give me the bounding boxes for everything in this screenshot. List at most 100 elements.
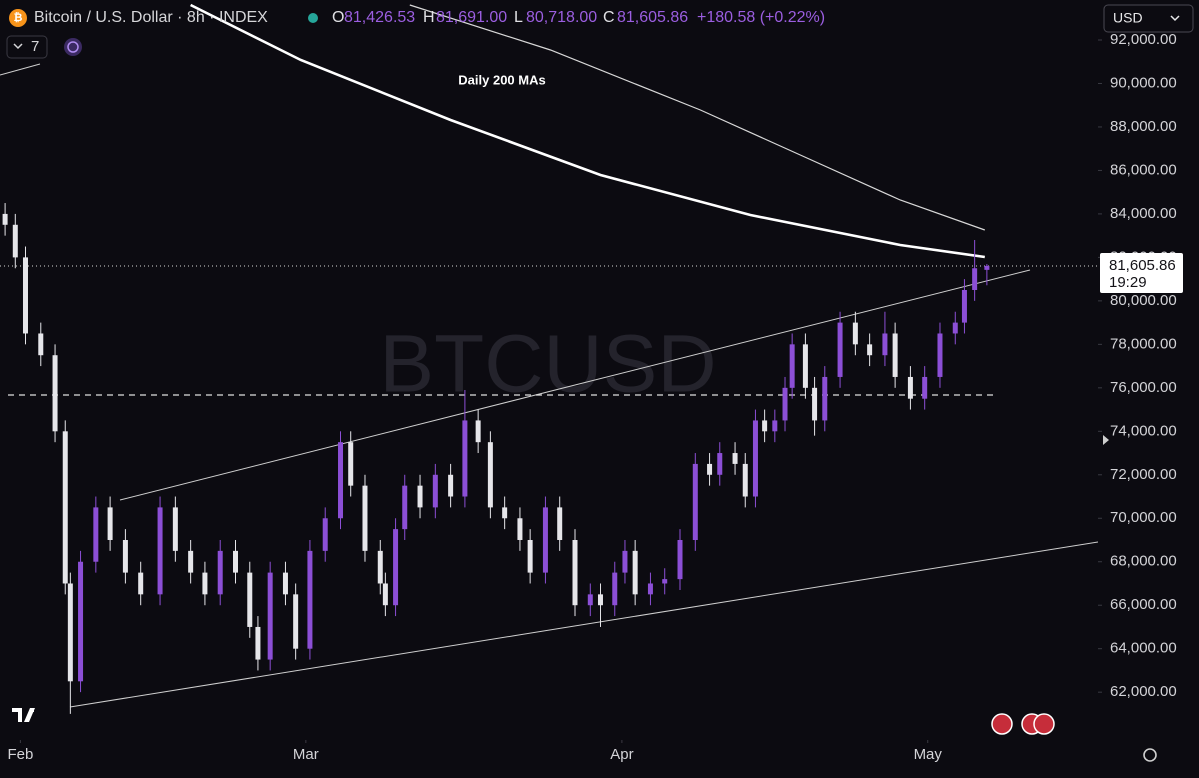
flag <box>1033 713 1055 735</box>
ohlc-value: 81,691.00 <box>436 9 507 26</box>
candle-body <box>393 529 399 606</box>
ohlc-key: L <box>514 9 523 26</box>
candle-body <box>402 485 408 530</box>
candle-body <box>882 333 888 356</box>
y-tick-label: 80,000.00 <box>1110 292 1177 309</box>
candle-body <box>742 463 748 497</box>
y-tick-label: 70,000.00 <box>1110 509 1177 526</box>
candle-body <box>517 518 523 540</box>
trendline <box>119 269 1031 501</box>
candle-body <box>937 333 943 377</box>
refresh-icon <box>67 41 79 53</box>
candle-body <box>782 387 788 421</box>
candle-body <box>267 572 273 660</box>
x-tick-label: Mar <box>293 746 319 763</box>
countdown: 19:29 <box>1109 274 1147 291</box>
candle-body <box>22 257 28 334</box>
candle-body <box>662 579 668 584</box>
candle-body <box>93 507 99 562</box>
candle-body <box>677 540 683 580</box>
candle-body <box>12 224 18 258</box>
candle-body <box>907 376 913 399</box>
candle-body <box>202 572 208 595</box>
candle-body <box>362 485 368 551</box>
candle-body <box>572 540 578 606</box>
y-tick-label: 84,000.00 <box>1110 205 1177 222</box>
y-tick-label: 92,000.00 <box>1110 31 1177 48</box>
ohlc-key: O <box>332 9 344 26</box>
candle-body <box>852 322 858 345</box>
symbol: Bitcoin / U.S. Dollar · 8h · INDEX <box>34 9 268 26</box>
candle-body <box>922 376 928 399</box>
candle-body <box>752 420 758 497</box>
candle-body <box>692 463 698 540</box>
candle-body <box>188 550 194 573</box>
x-tick-label: Apr <box>610 746 633 763</box>
y-tick-label: 74,000.00 <box>1110 422 1177 439</box>
candle-body <box>377 550 383 584</box>
settings-button[interactable] <box>1143 748 1157 762</box>
candle-body <box>107 507 113 540</box>
candle-body <box>647 583 653 595</box>
candle-body <box>462 420 468 497</box>
tv-logo <box>12 708 35 722</box>
candle-body <box>67 583 73 682</box>
candle-body <box>348 442 354 486</box>
candle-body <box>247 572 253 627</box>
candle-body <box>892 333 898 377</box>
ohlc-value: 80,718.00 <box>526 9 597 26</box>
candle-body <box>961 290 967 323</box>
coin-icon-glyph: ₿ <box>14 12 23 24</box>
candle-body <box>597 594 603 606</box>
candle-body <box>972 268 978 290</box>
candle-body <box>382 583 388 606</box>
candle-body <box>557 507 563 540</box>
candle-body <box>717 453 723 475</box>
candle-body <box>293 594 299 649</box>
candle-body <box>38 333 44 356</box>
candle-body <box>707 463 713 475</box>
watermark: BTCUSD <box>379 319 716 410</box>
candle-body <box>432 474 438 508</box>
candle-body <box>622 550 628 573</box>
candle-body <box>867 344 873 356</box>
candle-body <box>417 485 423 508</box>
status-dot <box>308 13 318 23</box>
indicators-toggle[interactable] <box>6 35 48 59</box>
chevron <box>13 43 23 50</box>
y-tick-label: 66,000.00 <box>1110 596 1177 613</box>
candle-body <box>217 550 223 595</box>
candle-body <box>952 322 958 334</box>
candle-body <box>282 572 288 595</box>
y-tick-label: 76,000.00 <box>1110 379 1177 396</box>
candle-body <box>122 540 128 573</box>
price-tag <box>1100 252 1183 293</box>
candle-body <box>157 507 163 595</box>
refresh-button[interactable] <box>64 38 82 56</box>
y-tick-label: 78,000.00 <box>1110 335 1177 352</box>
candle-body <box>448 474 454 497</box>
candle-body <box>475 420 481 443</box>
candle-body <box>172 507 178 551</box>
candle-body <box>62 431 68 584</box>
candle-body <box>322 518 328 551</box>
y-tick-label: 62,000.00 <box>1110 683 1177 700</box>
y-tick-label: 72,000.00 <box>1110 466 1177 483</box>
event-flags <box>991 713 1055 735</box>
flag <box>991 713 1013 735</box>
candle-body <box>822 376 828 421</box>
currency-select[interactable] <box>1103 4 1194 33</box>
trendline <box>69 541 1098 708</box>
candle-body <box>587 594 593 606</box>
scroll-arrow[interactable] <box>1103 435 1109 445</box>
price-tag-label: 81,605.86 <box>1109 257 1176 274</box>
candle-body <box>502 507 508 519</box>
candle-body <box>984 265 990 270</box>
candle-body <box>802 344 808 388</box>
candle-body <box>612 572 618 606</box>
x-tick-label: Feb <box>7 746 33 763</box>
ohlc-value: 81,426.53 <box>344 9 415 26</box>
chevron <box>1170 15 1180 22</box>
